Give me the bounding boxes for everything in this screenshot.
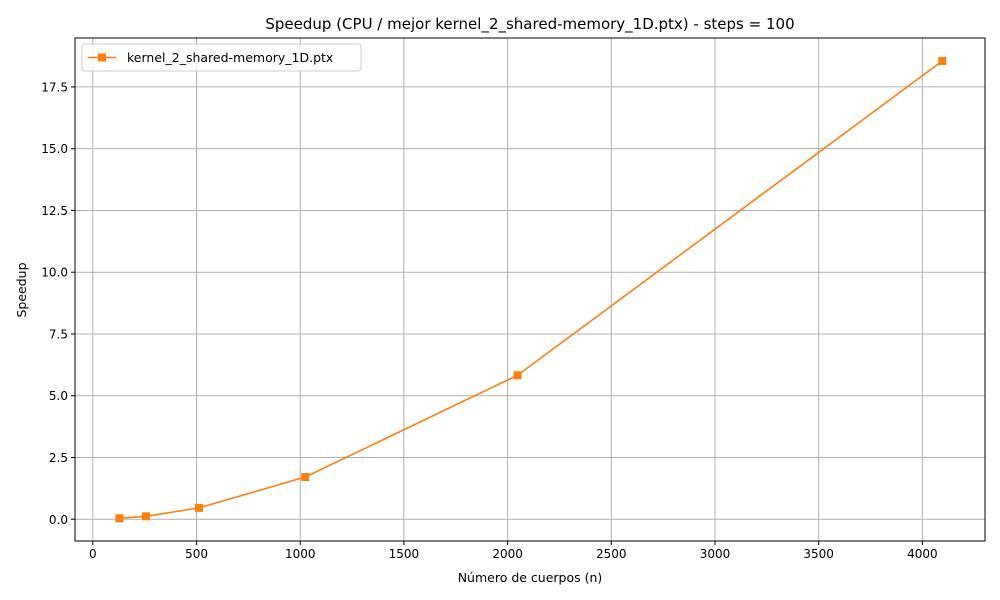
y-axis-ticks: 0.0 2.5 5.0 7.5 10.0 12.5 15.0 17.5	[41, 80, 75, 527]
y-tick-label: 17.5	[41, 80, 68, 94]
x-axis-label: Número de cuerpos (n)	[458, 570, 603, 585]
x-tick-label: 500	[185, 547, 208, 561]
legend-box	[81, 43, 362, 72]
legend-marker	[98, 53, 106, 62]
series-layer	[115, 56, 947, 523]
data-point-marker	[195, 503, 204, 512]
y-axis-label: Speedup	[14, 262, 29, 317]
y-tick-label: 10.0	[41, 266, 68, 280]
y-tick-label: 0.0	[49, 513, 68, 527]
data-point-marker	[115, 514, 124, 523]
y-tick-label: 7.5	[49, 327, 68, 341]
x-axis-ticks: 0 500 1000 1500 2000 2500 3000 3500 4000	[89, 541, 938, 561]
x-tick-label: 0	[89, 547, 97, 561]
data-point-marker	[938, 56, 947, 65]
x-tick-label: 3000	[700, 547, 731, 561]
x-tick-label: 1500	[389, 547, 420, 561]
x-tick-label: 4000	[907, 547, 938, 561]
x-tick-label: 2000	[492, 547, 523, 561]
y-tick-label: 5.0	[49, 389, 68, 403]
x-tick-label: 3500	[803, 547, 834, 561]
x-tick-label: 1000	[285, 547, 316, 561]
data-point-marker	[141, 512, 150, 521]
legend: kernel_2_shared-memory_1D.ptx	[81, 43, 362, 72]
series-line	[119, 60, 943, 520]
x-tick-label: 2500	[596, 547, 627, 561]
chart-title: Speedup (CPU / mejor kernel_2_shared-mem…	[265, 15, 794, 34]
grid	[75, 38, 985, 541]
y-tick-label: 12.5	[41, 204, 68, 218]
legend-label: kernel_2_shared-memory_1D.ptx	[127, 50, 333, 65]
y-tick-label: 15.0	[41, 142, 68, 156]
data-point-marker	[301, 473, 310, 482]
plot-frame	[74, 37, 986, 542]
y-tick-label: 2.5	[49, 451, 68, 465]
data-point-marker	[513, 371, 522, 380]
